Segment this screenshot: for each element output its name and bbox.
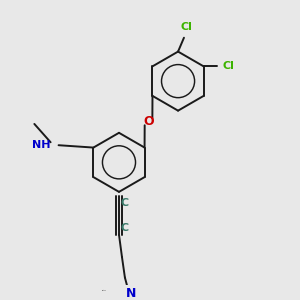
Text: O: O: [143, 115, 154, 128]
Text: Cl: Cl: [223, 61, 235, 71]
Text: N: N: [126, 287, 136, 300]
Text: C: C: [121, 223, 129, 233]
Text: NH: NH: [32, 140, 51, 150]
Text: Cl: Cl: [181, 22, 193, 32]
Text: C: C: [121, 198, 129, 208]
Text: methyl: methyl: [102, 289, 107, 290]
